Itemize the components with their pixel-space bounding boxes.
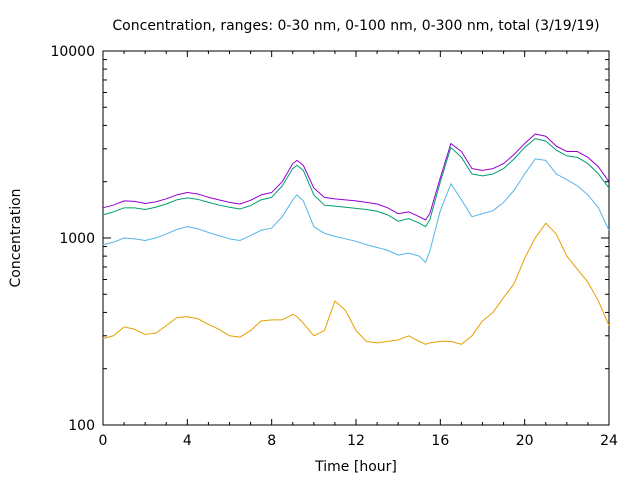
y-axis-label: Concentration — [8, 188, 24, 287]
x-tick-label: 8 — [267, 433, 276, 449]
y-tick-label: 1000 — [59, 231, 95, 247]
x-tick-label: 20 — [516, 433, 534, 449]
series-line-4 — [102, 222, 610, 345]
x-tick-label: 24 — [600, 433, 618, 449]
plot-area — [102, 50, 610, 426]
plot-frame — [102, 50, 610, 426]
x-tick-label: 12 — [347, 433, 365, 449]
x-tick-label: 4 — [183, 433, 192, 449]
series-line-1 — [102, 133, 610, 221]
chart-title: Concentration, ranges: 0-30 nm, 0-100 nm… — [112, 18, 599, 34]
x-tick-label: 0 — [99, 433, 108, 449]
series-layer — [102, 133, 610, 345]
y-tick-label: 10000 — [50, 44, 95, 60]
ticks-layer: 0 4 8 12 16 20 24 100 1000 10000 — [50, 44, 618, 449]
x-axis-label: Time [hour] — [314, 459, 397, 475]
x-tick-label: 16 — [431, 433, 449, 449]
series-line-3 — [102, 158, 610, 263]
series-line-2 — [102, 138, 610, 228]
y-tick-label: 100 — [68, 418, 95, 434]
